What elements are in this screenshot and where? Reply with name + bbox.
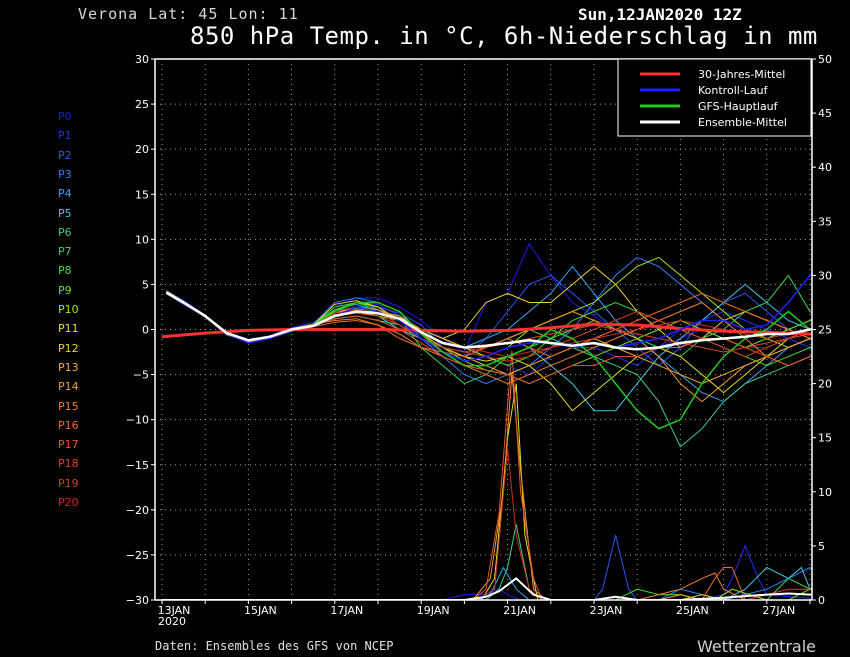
- x-tick-label: 27JAN: [762, 604, 795, 617]
- y-tick-label: −15: [126, 459, 149, 472]
- y2-tick-label: 30: [818, 269, 832, 282]
- y-tick-label: 20: [135, 143, 149, 156]
- brand-label[interactable]: Wetterzentrale: [697, 637, 817, 656]
- temp-member-line: [166, 274, 812, 367]
- y-tick-label: −20: [126, 504, 149, 517]
- member-label: P5: [58, 206, 72, 220]
- y-tick-label: −10: [126, 414, 149, 427]
- precip-member-line: [162, 588, 812, 600]
- precip-member-line: [162, 566, 812, 600]
- y2-tick-label: 25: [818, 324, 832, 337]
- member-label: P0: [58, 110, 72, 123]
- legend: 30-Jahres-Mittel Kontroll-Lauf GFS-Hauptla…: [617, 58, 812, 137]
- legend-label: Ensemble-Mittel: [698, 116, 787, 129]
- x-tick-label: 19JAN: [417, 604, 450, 617]
- member-label: P3: [58, 167, 72, 181]
- legend-label: Kontroll-Lauf: [698, 84, 769, 97]
- member-label: P4: [58, 187, 72, 201]
- y2-tick-label: 15: [818, 432, 832, 445]
- y2-tick-label: 35: [818, 215, 832, 228]
- temp-member-line: [166, 290, 812, 448]
- member-label: P6: [58, 225, 72, 239]
- member-label: P10: [58, 303, 79, 316]
- location-label: Verona Lat: 45 Lon: 11: [78, 5, 299, 23]
- member-label: P7: [58, 245, 72, 259]
- chart-title: 850 hPa Temp. in °C, 6h-Niederschlag in …: [190, 22, 818, 50]
- precip-member-line: [162, 594, 812, 600]
- member-label: P15: [58, 399, 79, 413]
- y-tick-label: 25: [135, 98, 149, 111]
- precip-member-line: [162, 577, 812, 600]
- member-label: P14: [58, 380, 79, 394]
- temp-series-line: [165, 272, 812, 362]
- precip-member-line: [162, 588, 812, 600]
- y2-tick-label: 50: [818, 53, 832, 66]
- member-label: P12: [58, 341, 79, 355]
- x-tick-label: 21JAN: [503, 604, 536, 617]
- y2-tick-label: 40: [818, 161, 832, 174]
- temp-member-line: [166, 292, 812, 412]
- precip-member-line: [162, 534, 812, 600]
- temp-lines: [161, 242, 812, 448]
- precip-member-line: [162, 588, 812, 600]
- y2-tick-label: 5: [818, 540, 825, 553]
- axes: 302520151050−5−10−15−20−25−3050454035302…: [126, 53, 832, 628]
- temp-member-line: [166, 265, 812, 349]
- member-label: P18: [58, 457, 79, 471]
- member-label: P16: [58, 418, 79, 432]
- temp-member-line: [166, 242, 812, 353]
- temp-member-line: [166, 292, 812, 358]
- data-credit: Daten: Ensembles des GFS von NCEP: [155, 639, 394, 653]
- temp-series-line: [161, 322, 812, 339]
- temp-series-line: [165, 292, 812, 430]
- temp-member-line: [166, 283, 812, 412]
- y-tick-label: −5: [133, 369, 149, 382]
- temp-member-line: [166, 265, 812, 403]
- y-tick-label: 30: [135, 53, 149, 66]
- precip-member-line: [162, 594, 812, 600]
- x-tick-year: 2020: [158, 615, 186, 628]
- y-tick-label: 0: [142, 324, 149, 337]
- y-tick-label: −30: [126, 594, 149, 607]
- member-label: P13: [58, 360, 79, 374]
- precip-mean-line: [162, 577, 812, 600]
- precip-member-line: [162, 566, 812, 600]
- precip-lines: [162, 351, 812, 600]
- y-tick-label: 15: [135, 188, 149, 201]
- x-tick-label: 17JAN: [330, 604, 363, 617]
- precip-member-line: [162, 351, 812, 600]
- member-label: P19: [58, 476, 79, 490]
- y-tick-label: 10: [135, 233, 149, 246]
- legend-label: 30-Jahres-Mittel: [698, 68, 785, 81]
- y-tick-label: 5: [142, 278, 149, 291]
- y2-tick-label: 10: [818, 486, 832, 499]
- y2-tick-label: 20: [818, 378, 832, 391]
- member-label: P11: [58, 322, 79, 336]
- x-tick-label: 25JAN: [676, 604, 709, 617]
- member-label: P8: [58, 264, 72, 278]
- member-label: P2: [58, 148, 72, 162]
- run-datetime: Sun,12JAN2020 12Z: [578, 5, 742, 24]
- y-tick-label: −25: [126, 549, 149, 562]
- x-tick-label: 13JAN: [158, 604, 191, 617]
- member-label: P9: [58, 283, 72, 297]
- temp-series-line: [165, 291, 812, 351]
- member-label: P17: [58, 438, 79, 452]
- precip-member-line: [162, 567, 812, 600]
- temp-member-line: [166, 256, 812, 385]
- member-label: P1: [58, 129, 72, 143]
- y2-tick-label: 45: [818, 107, 832, 120]
- legend-label: GFS-Hauptlauf: [698, 100, 779, 113]
- x-tick-label: 23JAN: [590, 604, 623, 617]
- member-label: P20: [58, 496, 79, 509]
- x-tick-label: 15JAN: [244, 604, 277, 617]
- y2-tick-label: 0: [818, 594, 825, 607]
- precip-member-line: [162, 566, 812, 600]
